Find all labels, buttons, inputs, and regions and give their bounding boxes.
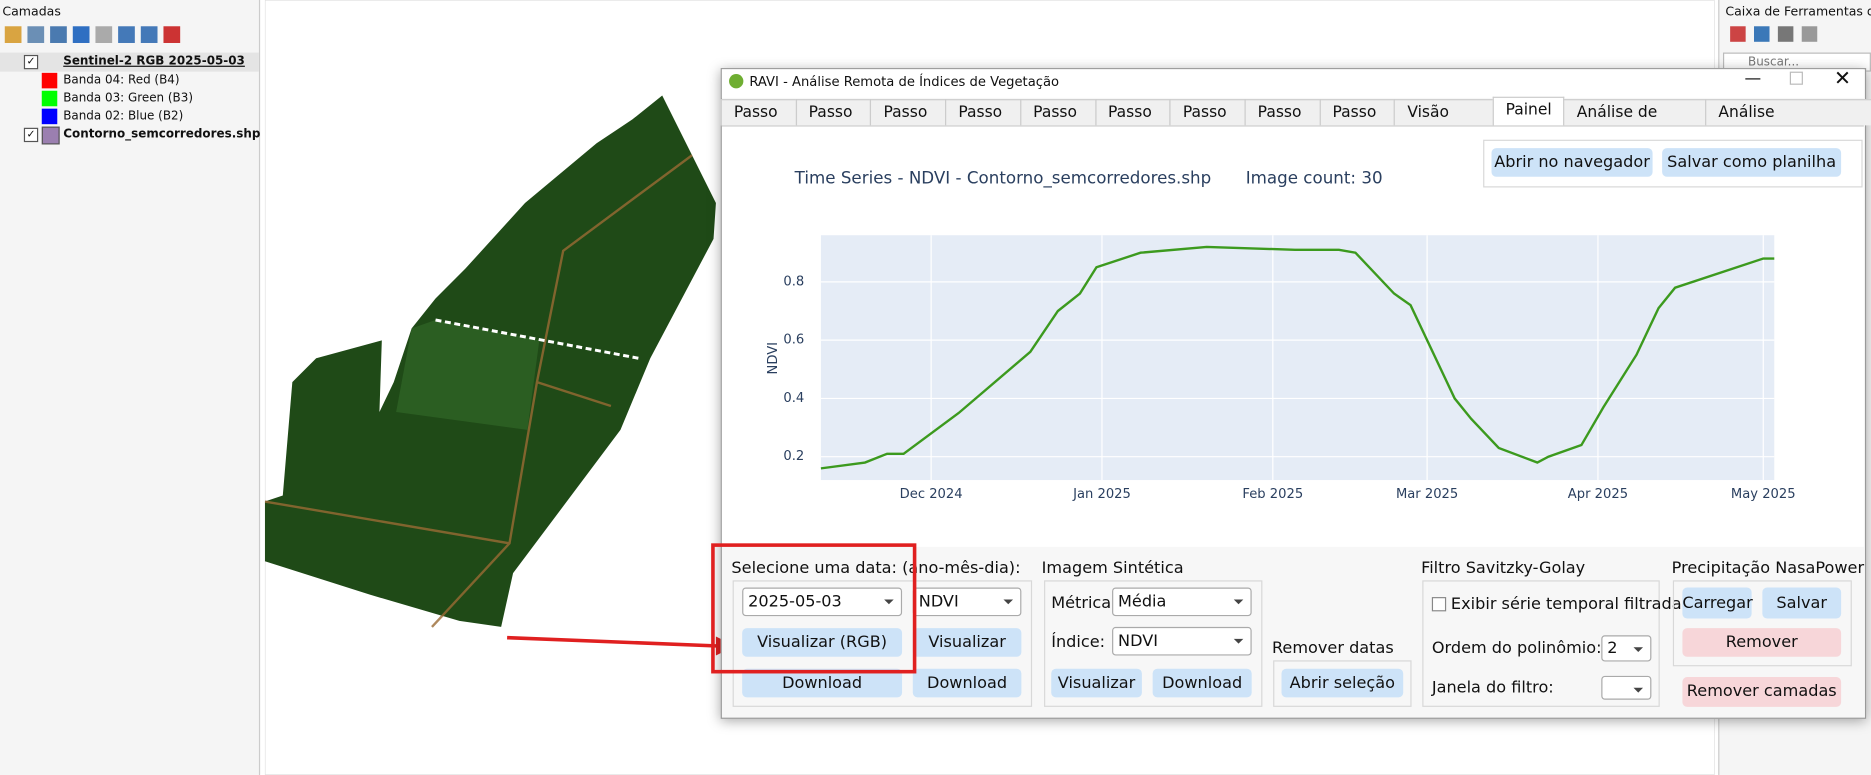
x-tick-label: May 2025 [1731, 487, 1796, 502]
x-tick-label: Feb 2025 [1242, 487, 1303, 502]
metric-combo[interactable]: Média [1112, 587, 1252, 617]
y-axis-label: NDVI [766, 342, 781, 375]
order-combo[interactable]: 2 [1601, 635, 1652, 662]
checkbox-label[interactable]: Exibir série temporal filtrada [1450, 594, 1682, 614]
view-button[interactable]: Visualizar [912, 628, 1022, 657]
field-label: Ordem do polinômio: [1431, 638, 1602, 658]
band-label: Banda 04: Red (B4) [63, 74, 180, 88]
section-label: Selecione uma data: (ano-mês-dia): [731, 558, 1021, 578]
close[interactable]: ✕ [1833, 66, 1851, 91]
y-tick-label: 0.6 [783, 333, 804, 348]
checkbox[interactable]: ✓ [23, 54, 39, 70]
checkbox[interactable] [1431, 597, 1447, 612]
window-combo[interactable] [1601, 675, 1652, 700]
remove-button[interactable]: Remover [1682, 628, 1842, 657]
chart-annotation: Image count: 30 [1246, 168, 1383, 188]
layer-swatch [41, 126, 60, 145]
group-frame [732, 580, 1033, 707]
open-browser-button[interactable]: Abrir no navegador [1491, 148, 1653, 177]
tab[interactable]: Análise Multipolígono [1705, 99, 1871, 148]
field-label: Métrica: [1051, 593, 1117, 613]
dialog-title: RAVI - Análise Remota de Índices de Vege… [749, 74, 1060, 90]
tab[interactable]: Passo 6 [1094, 99, 1171, 148]
app-icon [729, 74, 744, 89]
plot-area [820, 235, 1775, 481]
load-button[interactable]: Carregar [1682, 587, 1753, 619]
group-frame [1044, 580, 1263, 707]
layer-name[interactable]: Contorno_semcorredores.shp [63, 127, 261, 141]
group-frame [1672, 580, 1852, 667]
maximize[interactable] [1789, 71, 1803, 85]
checkbox[interactable]: ✓ [23, 127, 39, 143]
tab[interactable]: Análise de Pontos [1563, 99, 1707, 148]
tab[interactable]: Passo 4 [945, 99, 1022, 148]
search-box[interactable]: Buscar... [1722, 52, 1871, 72]
chart-title: Time Series - NDVI - Contorno_semcorredo… [794, 168, 1212, 189]
index-combo[interactable]: NDVI [1112, 626, 1252, 656]
section-label: Filtro Savitzky-Golay [1421, 558, 1586, 578]
field-road [264, 154, 693, 628]
group-frame [1273, 660, 1412, 707]
selected-row [0, 52, 259, 72]
tab[interactable]: Passo 7 [1169, 99, 1246, 148]
open-selection-button[interactable]: Abrir seleção [1281, 668, 1404, 698]
toolbox-title: Caixa de Ferramentas de Proc [1725, 4, 1871, 20]
date-combo[interactable]: 2025-05-03 [742, 587, 903, 617]
arrow [507, 635, 719, 648]
tab[interactable]: Visão geral [1394, 99, 1494, 148]
x-tick-label: Apr 2025 [1568, 487, 1628, 502]
x-tick-label: Dec 2024 [900, 487, 963, 502]
view-rgb-button[interactable]: Visualizar (RGB) [742, 628, 903, 657]
field-label: Índice: [1051, 632, 1106, 652]
download-button[interactable]: Download [1152, 668, 1252, 698]
remove-layers-button[interactable]: Remover camadas [1682, 677, 1842, 707]
group-frame [1422, 580, 1660, 707]
band-swatch [41, 72, 58, 89]
save-button[interactable]: Salvar [1762, 587, 1842, 619]
button-frame [1483, 139, 1863, 188]
x-tick-label: Mar 2025 [1396, 487, 1458, 502]
y-tick-label: 0.8 [783, 274, 804, 289]
tab[interactable]: Painel [1492, 96, 1565, 127]
section-label: Precipitação NasaPower [1671, 558, 1865, 578]
band-label: Banda 02: Blue (B2) [63, 109, 184, 123]
tab[interactable]: Passo 5 [1020, 99, 1097, 148]
minimize[interactable]: — [1744, 69, 1762, 89]
layer-name[interactable]: Sentinel-2 RGB 2025-05-03 [63, 54, 245, 69]
field-zone [396, 320, 540, 430]
tab[interactable]: Passo 1 [720, 99, 797, 148]
tab[interactable]: Passo 9 [1319, 99, 1396, 148]
tab[interactable]: Passo 8 [1244, 99, 1321, 148]
section-label: Imagem Sintética [1041, 558, 1184, 578]
chart: Time Series - NDVI - Contorno_semcorredo… [766, 168, 1796, 502]
ndvi-line [820, 245, 1775, 470]
tab[interactable]: Passo 2 [795, 99, 872, 148]
layer-toolbar[interactable] [4, 26, 220, 45]
index-combo[interactable]: NDVI [912, 587, 1022, 617]
toolbox-toolbar[interactable] [1730, 26, 1818, 42]
band-label: Banda 03: Green (B3) [63, 91, 194, 106]
view-button[interactable]: Visualizar [1051, 668, 1142, 698]
section-label: Remover datas [1271, 638, 1394, 658]
panel-title: Camadas [2, 4, 61, 20]
tab-bar: Passo 1Passo 2Passo 3Passo 4Passo 5Passo… [720, 96, 1871, 148]
highlight-box [711, 543, 917, 674]
tab[interactable]: Passo 3 [870, 99, 947, 148]
band-swatch [41, 90, 58, 107]
y-tick-label: 0.4 [783, 391, 804, 406]
save-sheet-button[interactable]: Salvar como planilha [1662, 148, 1842, 177]
band-swatch [41, 108, 58, 125]
field-label: Janela do filtro: [1431, 678, 1554, 698]
dialog-titlebar [721, 69, 1864, 98]
x-tick-label: Jan 2025 [1072, 487, 1131, 502]
download-button[interactable]: Download [912, 668, 1022, 698]
dashed-line [435, 318, 639, 360]
y-tick-label: 0.2 [783, 449, 804, 464]
